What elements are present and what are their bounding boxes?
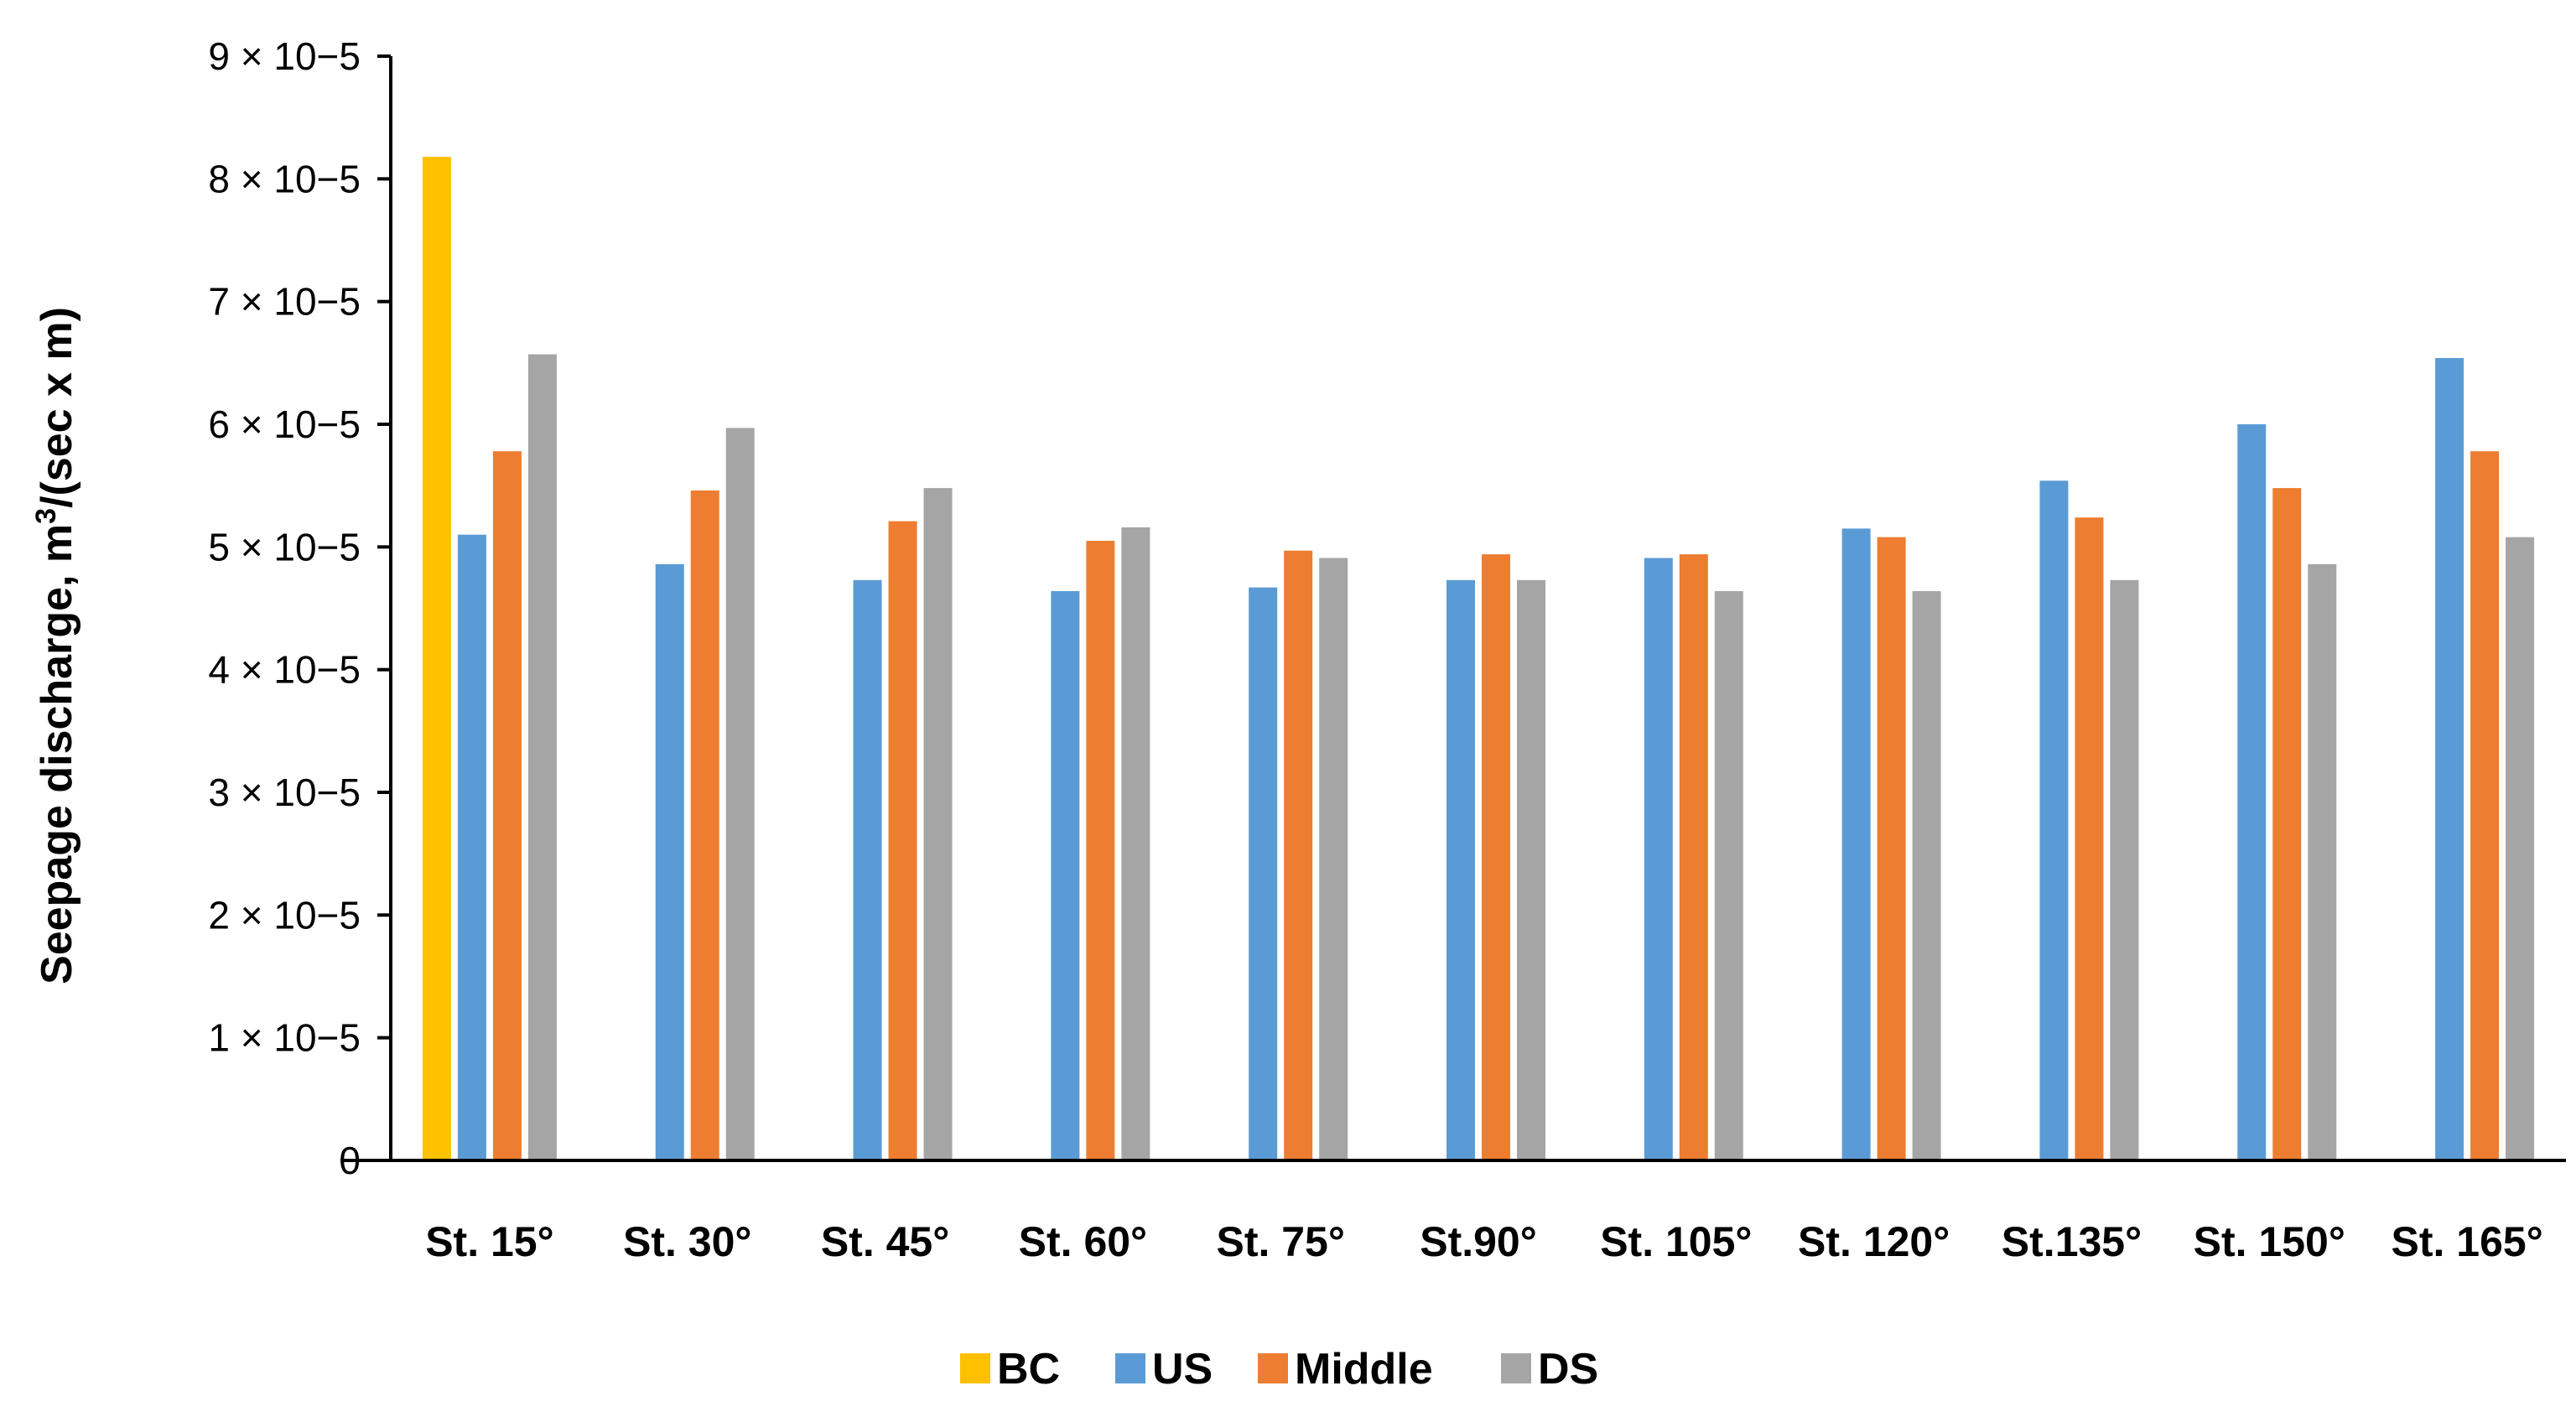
- bar-middle-1: [690, 490, 719, 1160]
- x-category-label: St. 75°: [1216, 1218, 1344, 1265]
- bar-us-9: [2237, 424, 2267, 1160]
- bar-ds-6: [1714, 591, 1743, 1160]
- bar-us-6: [1644, 558, 1673, 1160]
- x-category-label: St. 165°: [2391, 1218, 2542, 1265]
- legend-swatch-middle: [1258, 1353, 1288, 1383]
- bar-bc-0: [422, 156, 451, 1161]
- x-category-label: St. 105°: [1600, 1218, 1752, 1265]
- bar-middle-7: [1877, 537, 1906, 1160]
- bar-series: [422, 156, 2535, 1161]
- legend-label-us: US: [1152, 1345, 1213, 1394]
- legend-swatch-ds: [1501, 1353, 1531, 1383]
- y-tick-label: 3 × 10−5: [208, 771, 361, 814]
- bar-middle-9: [2272, 488, 2302, 1160]
- legend-label-middle: Middle: [1295, 1345, 1433, 1394]
- y-tick-label: 6 × 10−5: [208, 402, 361, 446]
- x-category-label: St. 45°: [821, 1218, 949, 1265]
- bar-us-8: [2039, 480, 2069, 1160]
- bar-us-7: [1841, 528, 1871, 1160]
- legend: BC US Middle DS: [960, 1345, 1598, 1394]
- bar-ds-9: [2308, 563, 2337, 1160]
- y-tick-label: 1 × 10−5: [208, 1016, 361, 1060]
- y-axis-title-part: /(sec x m): [33, 307, 81, 508]
- bar-ds-5: [1517, 579, 1545, 1160]
- y-tick-label: 7 × 10−5: [208, 280, 361, 324]
- x-category-label: St. 150°: [2194, 1218, 2345, 1265]
- x-category-label: St. 30°: [623, 1218, 751, 1265]
- x-category-label: St. 60°: [1019, 1218, 1147, 1265]
- bar-middle-8: [2075, 517, 2104, 1160]
- bar-us-1: [655, 563, 684, 1160]
- legend-swatch-bc: [960, 1353, 990, 1383]
- bar-ds-10: [2506, 537, 2535, 1160]
- y-axis-title-text: Seepage discharge, m3/(sec x m): [30, 307, 81, 984]
- y-axis-ticks: 01 × 10−52 × 10−53 × 10−54 × 10−55 × 10−…: [208, 34, 391, 1182]
- bar-us-0: [457, 534, 486, 1160]
- y-tick-label: 4 × 10−5: [208, 648, 361, 692]
- y-axis-title: Seepage discharge, m3/(sec x m): [30, 307, 81, 984]
- bar-middle-10: [2470, 451, 2500, 1160]
- x-category-label: St.135°: [2002, 1218, 2142, 1265]
- legend-label-ds: DS: [1538, 1345, 1598, 1394]
- y-tick-label: 8 × 10−5: [208, 157, 361, 200]
- bar-us-2: [853, 579, 882, 1160]
- bar-middle-0: [492, 451, 522, 1160]
- axes: [340, 56, 2566, 1162]
- bar-us-4: [1249, 587, 1278, 1160]
- bar-middle-5: [1482, 554, 1510, 1160]
- bar-ds-3: [1121, 527, 1150, 1160]
- x-category-label: St. 120°: [1798, 1218, 1950, 1265]
- bar-us-10: [2435, 357, 2464, 1161]
- y-tick-label: 5 × 10−5: [208, 525, 361, 568]
- y-tick-label: 9 × 10−5: [208, 34, 361, 78]
- bar-ds-7: [1912, 591, 1941, 1160]
- y-axis-title-superscript: 3: [30, 508, 62, 524]
- bar-ds-8: [2110, 579, 2139, 1160]
- bar-us-5: [1446, 579, 1475, 1160]
- bar-ds-1: [725, 428, 755, 1160]
- legend-swatch-us: [1115, 1353, 1145, 1383]
- legend-label-bc: BC: [997, 1345, 1060, 1394]
- bar-middle-4: [1284, 550, 1313, 1160]
- bar-middle-2: [888, 521, 917, 1160]
- bar-ds-2: [923, 488, 953, 1160]
- bar-ds-0: [527, 354, 557, 1161]
- x-category-label: St.90°: [1420, 1218, 1537, 1265]
- x-axis-labels: St. 15° St. 30° St. 45° St. 60° St. 75° St.90…: [425, 1218, 2542, 1265]
- x-category-label: St. 15°: [425, 1218, 553, 1265]
- bar-middle-6: [1679, 554, 1708, 1160]
- y-axis-title-part: Seepage discharge, m: [33, 524, 81, 984]
- bar-ds-4: [1319, 558, 1348, 1160]
- bar-us-3: [1051, 591, 1080, 1160]
- bar-middle-3: [1086, 541, 1115, 1160]
- y-tick-label: 2 × 10−5: [208, 893, 361, 937]
